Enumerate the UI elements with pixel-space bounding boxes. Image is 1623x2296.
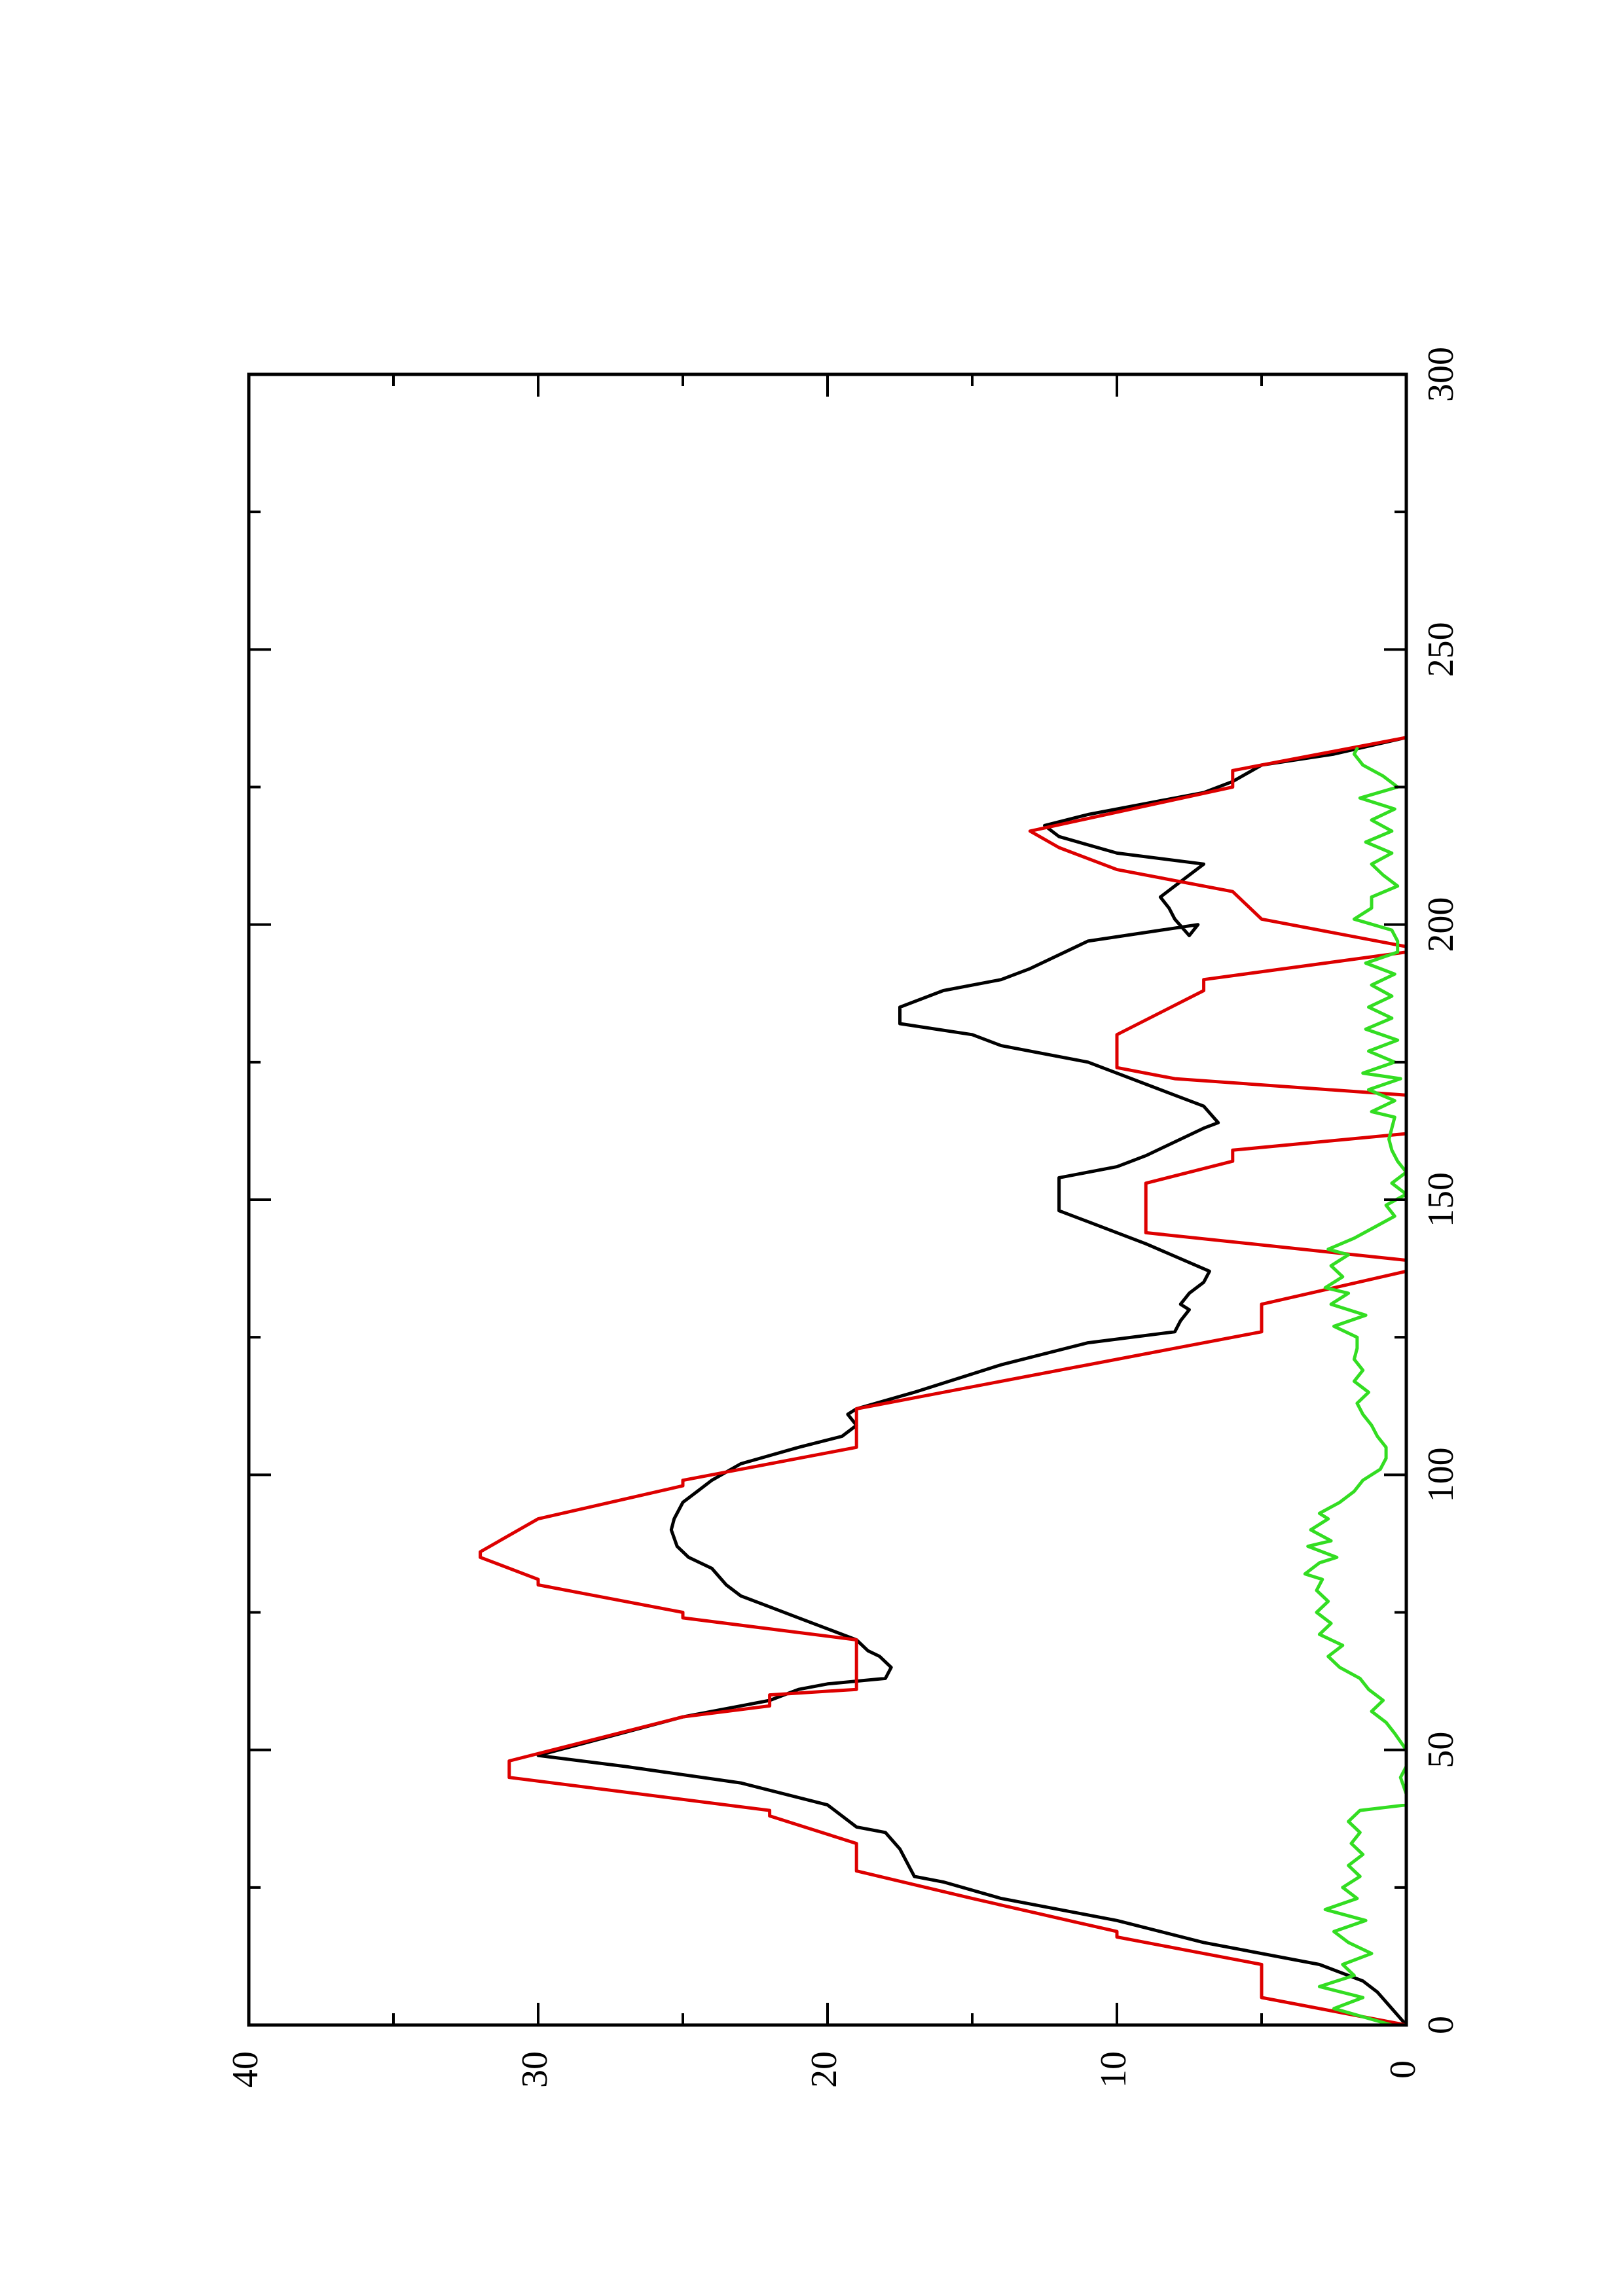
x-tick-label: 150 [1421,1172,1461,1227]
y-tick-label: 10 [1093,2051,1134,2088]
x-tick-label: 200 [1421,897,1461,952]
x-tick-label: 0 [1421,2016,1461,2034]
y-tick-label: 0 [1383,2060,1423,2079]
series-layer [479,736,1408,2027]
x-tick-label: 100 [1421,1447,1461,1502]
series-line-3 [1303,747,1408,2027]
series-line-1 [536,736,1408,2027]
x-tick-label: 250 [1421,622,1461,677]
y-tick-label: 20 [804,2051,845,2088]
y-tick-label: 30 [515,2051,555,2088]
y-tick-label: 40 [225,2051,266,2088]
x-tick-label: 50 [1421,1732,1461,1768]
x-tick-label: 300 [1421,347,1461,402]
plot-frame [247,372,1408,2027]
labels-layer: 0 50 100 150 200 250 300 0 10 20 30 40 [225,347,1461,2088]
ticks-layer [247,373,1408,2026]
series-line-2 [479,736,1408,2027]
